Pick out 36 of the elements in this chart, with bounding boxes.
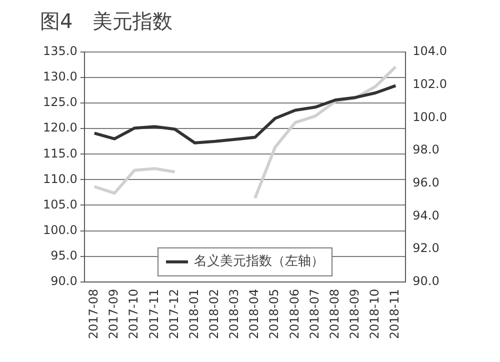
x-tick-label: 2017-11 xyxy=(146,288,161,339)
y-tick-label: 90.0 xyxy=(50,274,78,288)
legend-label: 名义美元指数（左轴） xyxy=(194,253,324,270)
x-tick-label: 2018-09 xyxy=(348,288,362,339)
x-tick-label: 2018-05 xyxy=(267,288,282,339)
x-tick-label: 2018-08 xyxy=(327,288,342,339)
x-tick-label: 2017-09 xyxy=(106,288,121,339)
y2-tick-label: 92.0 xyxy=(412,241,440,256)
y2-tick-label: 96.0 xyxy=(412,175,440,190)
x-tick-label: 2017-12 xyxy=(166,288,181,339)
y-tick-label: 100.0 xyxy=(42,222,78,237)
x-tick-label: 2018-11 xyxy=(388,288,402,339)
x-tick-label: 2018-10 xyxy=(368,288,382,339)
x-tick-label: 2018-01 xyxy=(186,288,201,339)
y-tick-label: 110.0 xyxy=(42,172,78,186)
x-tick-label: 2018-04 xyxy=(247,288,262,339)
y-tick-label: 95.0 xyxy=(50,248,78,262)
x-tick-label: 2018-06 xyxy=(287,288,302,339)
y2-tick-label: 104.0 xyxy=(412,44,448,58)
y2-tick-label: 100.0 xyxy=(412,110,448,124)
y-tick-label: 135.0 xyxy=(42,44,78,58)
x-tick-label: 2018-02 xyxy=(207,288,222,339)
x-tick-label: 2017-10 xyxy=(126,288,141,339)
x-tick-label: 2018-03 xyxy=(227,288,242,339)
y-tick-label: 115.0 xyxy=(42,146,78,160)
y2-tick-label: 90.0 xyxy=(412,274,440,288)
y2-tick-label: 102.0 xyxy=(412,76,448,91)
y-tick-label: 120.0 xyxy=(42,120,78,135)
y-tick-label: 125.0 xyxy=(42,95,78,110)
y-tick-label: 105.0 xyxy=(42,197,78,212)
chart-title: 图4 美元指数 xyxy=(40,8,173,35)
y2-tick-label: 98.0 xyxy=(412,142,440,157)
x-tick-label: 2017-08 xyxy=(86,288,101,339)
x-tick-label: 2018-07 xyxy=(307,288,322,339)
y2-tick-label: 94.0 xyxy=(412,208,440,222)
y-tick-label: 130.0 xyxy=(42,70,78,84)
